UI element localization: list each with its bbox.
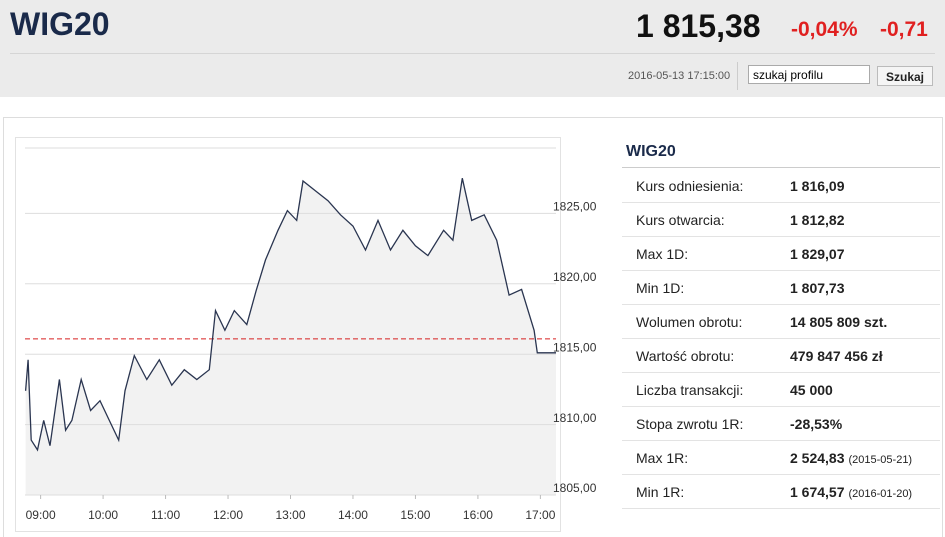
stat-cell: 1 829,07 — [790, 246, 845, 262]
y-tick-label: 1810,00 — [553, 411, 597, 425]
stat-label: Wartość obrotu: — [636, 348, 735, 364]
stat-cell: -28,53% — [790, 416, 842, 432]
stat-label: Stopa zwrotu 1R: — [636, 416, 744, 432]
separator — [10, 53, 935, 54]
stat-label: Kurs odniesienia: — [636, 178, 744, 194]
y-tick-label: 1825,00 — [553, 200, 597, 214]
change-absolute: -0,71 — [880, 18, 928, 41]
divider — [737, 62, 738, 90]
stat-value: -28,53% — [790, 416, 843, 432]
stat-label: Min 1D: — [636, 280, 685, 296]
x-tick-label: 10:00 — [88, 508, 118, 522]
chart: 1805,00 1810,00 1815,00 1820,00 1825,00 09:00… — [24, 147, 597, 522]
stat-value: 2 524,83 — [790, 450, 845, 466]
y-tick-label: 1815,00 — [553, 340, 597, 354]
stat-label: Min 1R: — [636, 484, 685, 500]
x-tick-label: 09:00 — [26, 508, 56, 522]
stat-cell: 2 524,83 (2015-05-21) — [790, 450, 912, 466]
x-tick-label: 17:00 — [525, 508, 555, 522]
timestamp: 2016-05-13 17:15:00 — [628, 70, 731, 82]
stat-value: 1 812,82 — [790, 212, 845, 228]
stat-cell: 1 812,82 — [790, 212, 845, 228]
stat-cell: 1 674,57 (2016-01-20) — [790, 484, 912, 500]
stat-label: Wolumen obrotu: — [636, 314, 743, 330]
stats-row: Min 1D: 1 807,73 — [622, 270, 940, 305]
area — [25, 178, 557, 495]
search-input[interactable]: szukaj profilu — [748, 65, 870, 84]
stat-label: Max 1D: — [636, 246, 689, 262]
panel-title: WIG20 — [626, 143, 676, 160]
stats-row: Kurs otwarcia: 1 812,82 — [622, 202, 940, 237]
stat-cell: 1 807,73 — [790, 280, 845, 296]
price-line — [24, 178, 556, 452]
stats-row: Max 1R: 2 524,83 (2015-05-21) — [622, 440, 940, 475]
stat-value: 1 829,07 — [790, 246, 845, 262]
x-tick-label: 11:00 — [151, 508, 180, 522]
stats-row: Liczba transakcji: 45 000 — [622, 372, 940, 407]
stat-label: Max 1R: — [636, 450, 689, 466]
stat-value: 14 805 809 szt. — [790, 314, 888, 330]
header: WIG20 1 815,38 -0,04% -0,71 2016-05-13 1… — [0, 0, 945, 97]
stat-cell: 479 847 456 zł — [790, 348, 883, 364]
change-percent: -0,04% — [791, 18, 858, 41]
stat-value: 1 816,09 — [790, 178, 845, 194]
stat-value: 1 807,73 — [790, 280, 845, 296]
x-tick-label: 15:00 — [400, 508, 430, 522]
price: 1 815,38 — [636, 8, 761, 44]
y-tick-label: 1805,00 — [553, 481, 597, 495]
y-tick-label: 1820,00 — [553, 270, 597, 284]
content-frame — [3, 117, 943, 537]
stats-row: Stopa zwrotu 1R: -28,53% — [622, 406, 940, 441]
x-tick-label: 14:00 — [338, 508, 368, 522]
search-button[interactable]: Szukaj — [877, 66, 933, 86]
stat-value: 1 674,57 — [790, 484, 845, 500]
index-title: WIG20 — [10, 6, 110, 42]
stat-note: (2015-05-21) — [848, 454, 913, 466]
stat-label: Kurs otwarcia: — [636, 212, 725, 228]
stat-label: Liczba transakcji: — [636, 382, 744, 398]
stat-value: 45 000 — [790, 382, 833, 398]
stats-row: Wartość obrotu: 479 847 456 zł — [622, 338, 940, 373]
stats-row: Kurs odniesienia: 1 816,09 — [622, 168, 940, 203]
x-tick-label: 13:00 — [275, 508, 305, 522]
stats-row: Max 1D: 1 829,07 — [622, 236, 940, 271]
stat-cell: 14 805 809 szt. — [790, 314, 887, 330]
x-tick-label: 16:00 — [463, 508, 493, 522]
panel-divider — [622, 167, 940, 168]
stats-row: Min 1R: 1 674,57 (2016-01-20) — [622, 474, 940, 509]
stats-row: Wolumen obrotu: 14 805 809 szt. — [622, 304, 940, 339]
stat-value: 479 847 456 zł — [790, 348, 883, 364]
stat-cell: 45 000 — [790, 382, 833, 398]
stat-cell: 1 816,09 — [790, 178, 845, 194]
x-tick-label: 12:00 — [213, 508, 243, 522]
stat-note: (2016-01-20) — [848, 488, 913, 500]
